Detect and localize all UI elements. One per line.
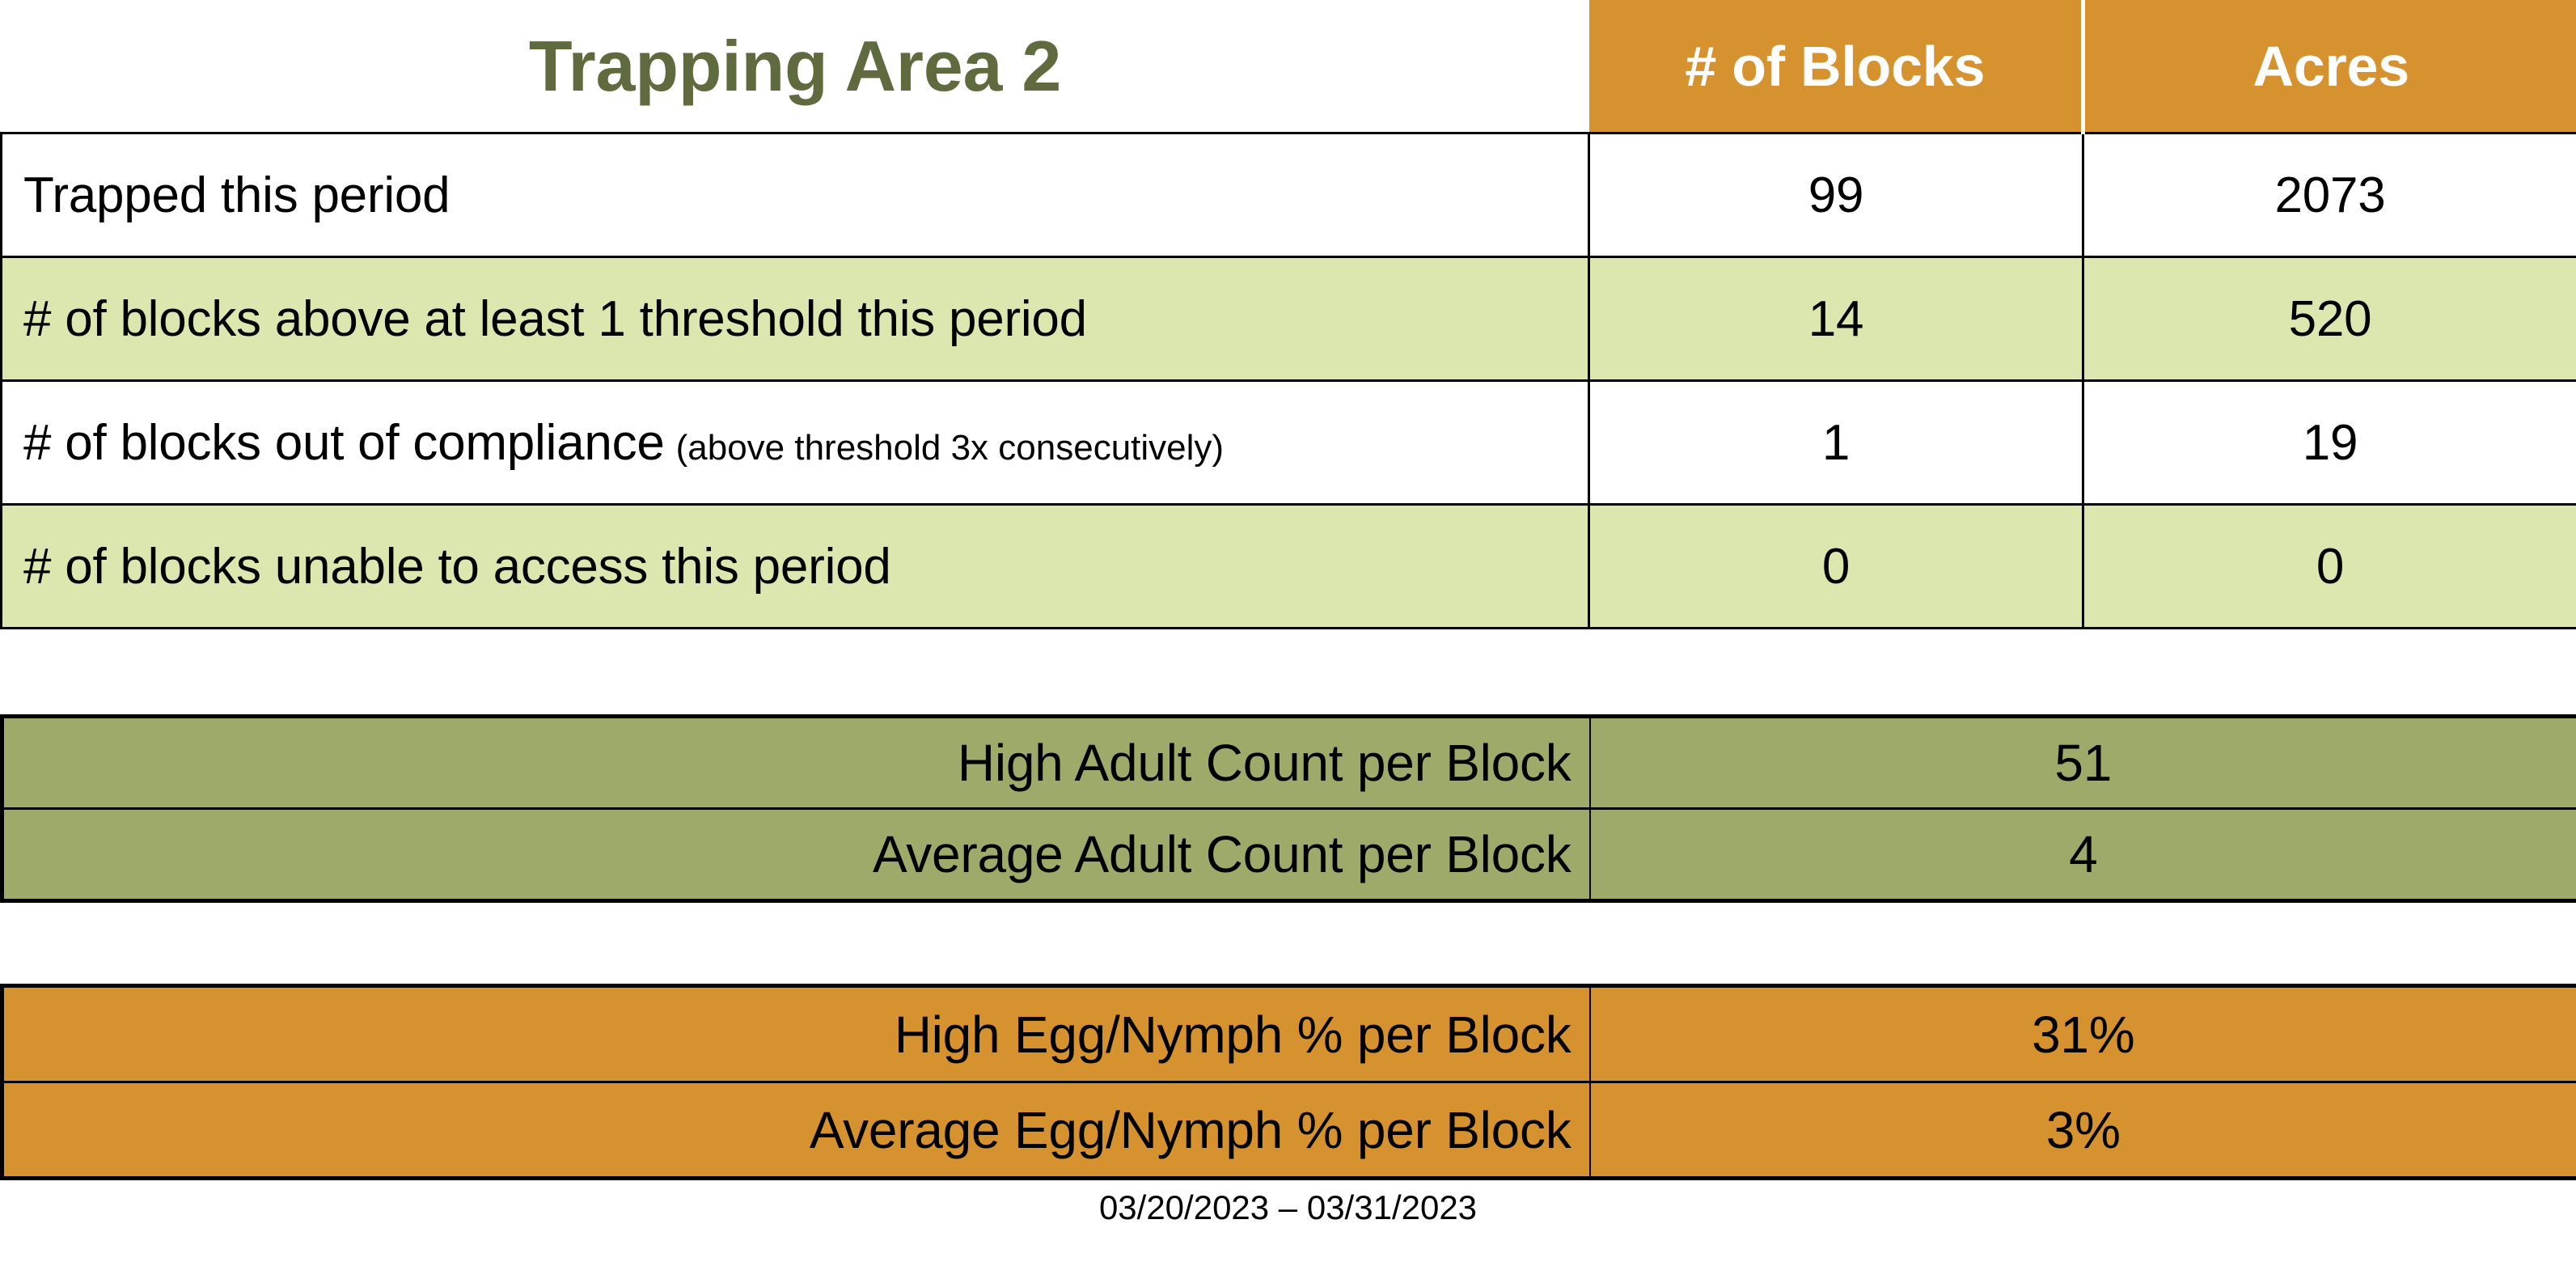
page-title: Trapping Area 2 (1, 0, 1589, 133)
table-row-high-egg: High Egg/Nymph % per Block 31% (2, 985, 2576, 1082)
table-row-trapped: Trapped this period 99 2073 (0, 132, 2576, 258)
row-label: Average Egg/Nymph % per Block (2, 1081, 1591, 1179)
row-label: # of blocks out of compliance (above thre… (0, 379, 1590, 506)
column-header-acres: Acres (2081, 0, 2576, 133)
table-row-unable-to-access: # of blocks unable to access this period… (0, 503, 2576, 629)
blocks-value: 99 (1588, 132, 2084, 258)
table-row-average-egg: Average Egg/Nymph % per Block 3% (2, 1081, 2576, 1179)
row-label-main: # of blocks out of compliance (23, 414, 665, 471)
row-label: Trapped this period (0, 132, 1590, 258)
blocks-value: 14 (1588, 256, 2084, 382)
table-row-above-threshold: # of blocks above at least 1 threshold t… (0, 256, 2576, 382)
acres-value: 2073 (2082, 132, 2576, 258)
header-row: Trapping Area 2 # of Blocks Acres (1, 0, 2576, 133)
row-label: # of blocks above at least 1 threshold t… (0, 256, 1590, 382)
blocks-value: 0 (1588, 503, 2084, 629)
row-value: 31% (1589, 985, 2576, 1082)
blocks-value: 1 (1588, 379, 2084, 506)
row-label-note: (above threshold 3x consecutively) (675, 427, 1225, 468)
row-label: High Egg/Nymph % per Block (2, 985, 1591, 1082)
row-value: 3% (1589, 1081, 2576, 1179)
row-label: High Adult Count per Block (2, 716, 1591, 809)
column-header-blocks: # of Blocks (1588, 0, 2083, 133)
egg-nymph-table: High Egg/Nymph % per Block 31% Average E… (0, 984, 2576, 1180)
row-value: 51 (1589, 716, 2576, 809)
acres-value: 520 (2082, 256, 2576, 382)
adult-count-table: High Adult Count per Block 51 Average Ad… (0, 714, 2576, 903)
spacer (0, 903, 2576, 984)
main-summary-table: Trapping Area 2 # of Blocks Acres Trappe… (0, 0, 2576, 629)
table-row-out-of-compliance: # of blocks out of compliance (above thre… (0, 379, 2576, 506)
table-row-average-adult: Average Adult Count per Block 4 (2, 807, 2576, 901)
acres-value: 19 (2082, 379, 2576, 506)
row-label: # of blocks unable to access this period (0, 503, 1590, 629)
spacer (0, 629, 2576, 714)
row-label: Average Adult Count per Block (2, 807, 1591, 901)
table-row-high-adult: High Adult Count per Block 51 (2, 716, 2576, 809)
date-range: 03/20/2023 – 03/31/2023 (1098, 1188, 1478, 1226)
acres-value: 0 (2082, 503, 2576, 629)
row-value: 4 (1589, 807, 2576, 901)
